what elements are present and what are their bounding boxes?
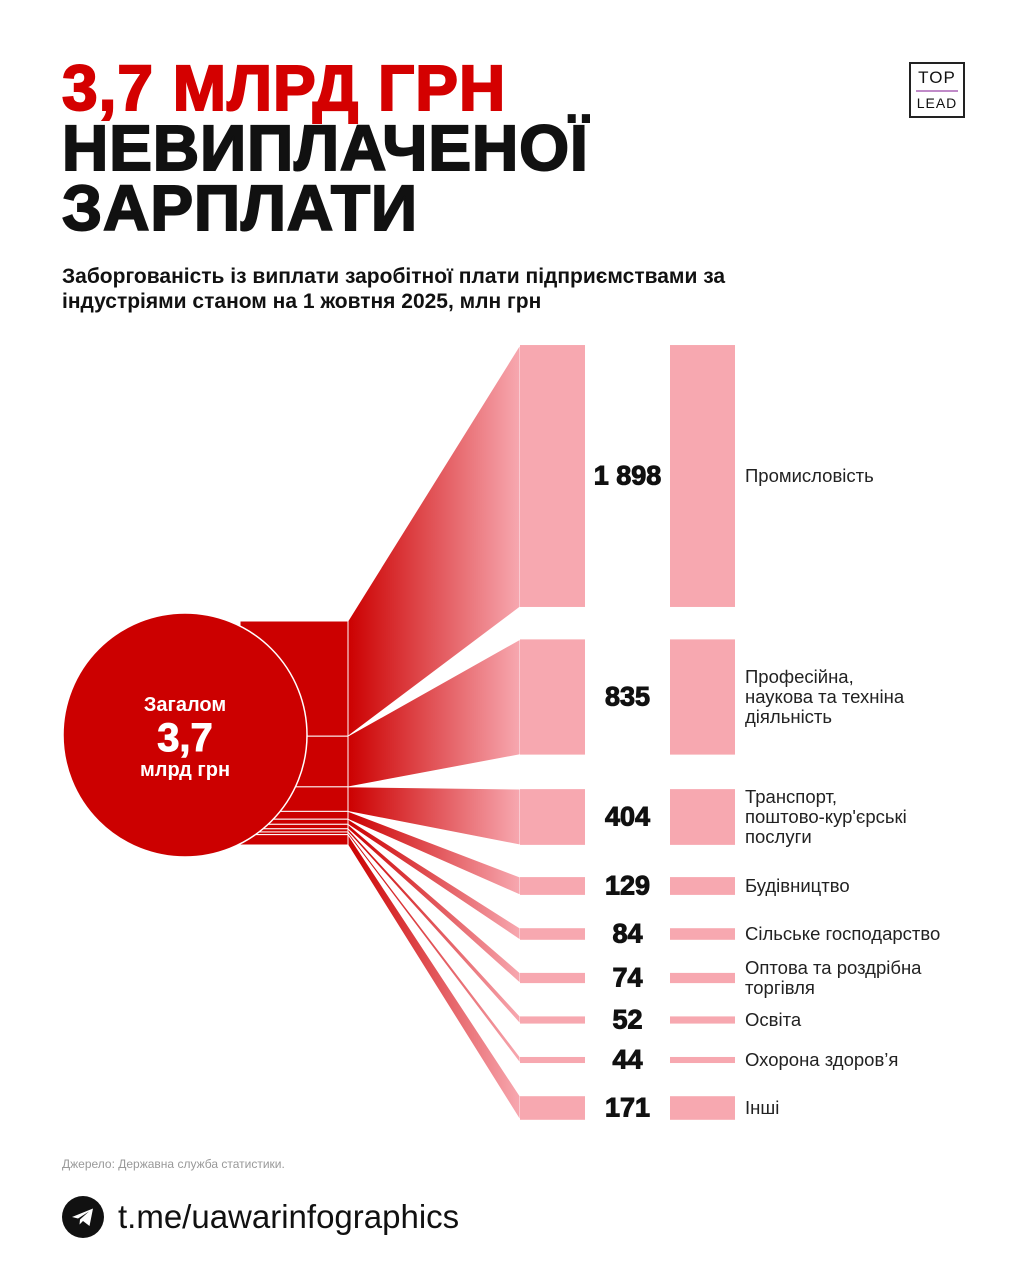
title-amount: 3,7 МЛРД ГРН	[61, 52, 507, 124]
bar-left	[520, 877, 585, 895]
bar-left	[520, 639, 585, 755]
category-label: Оптова та роздрібна торгівля	[745, 957, 922, 998]
total-circle	[62, 612, 308, 858]
stack-segment	[239, 834, 349, 846]
bar-right	[670, 789, 735, 845]
top-lead-logo: TOP LEAD	[909, 62, 965, 118]
logo-top: TOP	[918, 68, 956, 87]
source-note: Джерело: Державна служба статистики.	[62, 1157, 285, 1171]
bar-left	[520, 928, 585, 940]
value-label: 84	[612, 918, 643, 949]
logo-divider	[916, 90, 958, 92]
telegram-link[interactable]: t.me/uawarinfographics	[118, 1198, 460, 1235]
flow-band	[347, 827, 521, 1025]
flow-band	[347, 830, 521, 1065]
title-line-2: НЕВИПЛАЧЕНОЇ	[61, 112, 589, 184]
category-label: Транспорт, поштово-кур'єрські послуги	[745, 786, 907, 847]
value-label: 171	[604, 1092, 651, 1123]
total-unit: млрд грн	[139, 759, 231, 781]
category-label: Інші	[745, 1097, 780, 1118]
total-value: 3,7	[157, 716, 214, 761]
bar-right	[670, 972, 735, 984]
bar-right	[670, 928, 735, 940]
value-label: 835	[604, 681, 651, 712]
bar-right	[670, 1096, 735, 1120]
bar-left	[520, 1096, 585, 1120]
bar-right	[670, 345, 735, 607]
telegram-icon[interactable]	[62, 1196, 104, 1238]
bar-right	[670, 1056, 735, 1064]
category-label: Професійна, наукова та техніна діяльніст…	[745, 666, 905, 727]
title-line-3: ЗАРПЛАТИ	[61, 172, 419, 244]
category-label: Будівництво	[745, 875, 850, 896]
value-label: 129	[604, 870, 651, 901]
bar-left	[520, 1056, 585, 1064]
bar-left	[520, 1016, 585, 1024]
category-label: Охорона здоров’я	[745, 1049, 899, 1070]
total-label: Загалом	[143, 694, 227, 716]
bar-right	[670, 639, 735, 755]
category-label: Промисловість	[745, 465, 874, 486]
value-label: 44	[612, 1044, 643, 1075]
subtitle: Заборгованість із виплати заробітної пла…	[62, 265, 726, 313]
category-label: Освіта	[745, 1009, 802, 1030]
bar-left	[520, 345, 585, 607]
value-label: 52	[612, 1004, 643, 1035]
value-label: 1 898	[593, 460, 662, 491]
category-label: Сільське господарство	[745, 923, 941, 944]
value-label: 74	[612, 962, 643, 993]
bar-right	[670, 1016, 735, 1024]
bar-left	[520, 972, 585, 984]
bar-right	[670, 877, 735, 895]
logo-bottom: LEAD	[916, 95, 958, 111]
bar-left	[520, 789, 585, 845]
value-label: 404	[604, 801, 651, 832]
